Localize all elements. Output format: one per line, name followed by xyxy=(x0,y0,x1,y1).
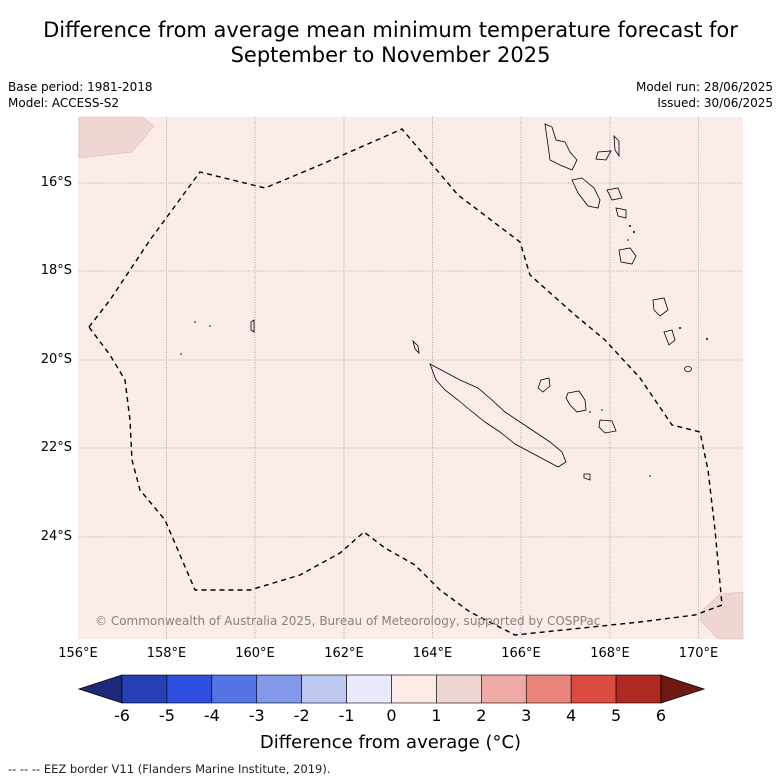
lon-label-166e: 166°E xyxy=(501,646,541,661)
colorbar-tick-label: -1 xyxy=(338,706,355,725)
meta-left: Base period: 1981-2018 Model: ACCESS-S2 xyxy=(8,79,153,111)
graticule xyxy=(78,117,743,639)
colorbar-segment xyxy=(481,674,527,704)
tanna-island xyxy=(663,329,676,346)
lat-label-22s: 22°S xyxy=(40,440,72,455)
colorbar-segment xyxy=(166,674,213,704)
colorbar-segment xyxy=(436,674,482,704)
map-background xyxy=(78,117,743,639)
eez-border xyxy=(88,128,723,636)
colorbar-tick-label: -5 xyxy=(158,706,175,725)
colorbar-extend-low xyxy=(77,674,123,704)
colorbar-segment xyxy=(570,674,617,704)
epi-island xyxy=(615,207,627,219)
colorbar-segment xyxy=(211,674,258,704)
colorbar-tick-label: 5 xyxy=(610,706,622,725)
colorbar-segment xyxy=(525,674,572,704)
colorbar-segment xyxy=(301,674,347,704)
colorbar-tick-label: 4 xyxy=(566,706,577,725)
lon-label-156e: 156°E xyxy=(58,646,98,661)
isle-of-pines xyxy=(583,473,591,481)
colorbar-segment xyxy=(391,674,437,704)
lon-label-158e: 158°E xyxy=(146,646,187,661)
lon-label-160e: 160°E xyxy=(235,646,275,661)
colorbar-extend-high xyxy=(660,674,706,704)
espiritu-santo-island xyxy=(544,123,578,171)
colorbar-title: Difference from average (°C) xyxy=(259,732,522,753)
malekula-island xyxy=(571,177,601,209)
maewo-island xyxy=(613,134,620,158)
lon-label-170e: 170°E xyxy=(678,646,719,661)
colorbar-tick-label: -3 xyxy=(248,706,265,725)
chesterfield-islands xyxy=(250,319,255,333)
lat-label-18s: 18°S xyxy=(40,263,72,278)
colorbar-tick-label: 1 xyxy=(431,706,442,725)
efate-island xyxy=(618,247,637,265)
colorbar-tick-label: 0 xyxy=(386,706,397,725)
aneityum-island xyxy=(684,366,692,372)
ambrym-island xyxy=(606,187,623,201)
colorbar-tick-label: 2 xyxy=(476,706,487,725)
colorbar-segment xyxy=(121,674,168,704)
colorbar-tick-label: -4 xyxy=(203,706,220,725)
warm-anomaly-patch xyxy=(78,116,155,159)
title-line-1: Difference from average mean minimum tem… xyxy=(43,18,738,42)
model-run: Model run: 28/06/2025 xyxy=(635,80,773,94)
lat-label-20s: 20°S xyxy=(40,352,72,367)
issued-date: Issued: 30/06/2025 xyxy=(657,96,773,110)
belep-islands xyxy=(412,339,420,355)
colorbar-tick-label: -2 xyxy=(293,706,310,725)
colorbar-tick-label: 3 xyxy=(521,706,532,725)
eez-legend-note: -- -- -- EEZ border V11 (Flanders Marine… xyxy=(8,762,331,776)
small-islets xyxy=(180,225,708,477)
new-caledonia-island xyxy=(429,363,567,468)
chart-title: Difference from average mean minimum tem… xyxy=(0,18,781,68)
warm-anomaly-patch xyxy=(699,591,744,640)
base-period: Base period: 1981-2018 xyxy=(8,80,153,94)
colorbar-tick-label: -6 xyxy=(114,706,130,725)
lifou-island xyxy=(565,390,587,413)
mare-island xyxy=(598,419,617,434)
meta-right: Model run: 28/06/2025 Issued: 30/06/2025 xyxy=(636,79,773,111)
colorbar xyxy=(77,674,706,704)
erromango-island xyxy=(652,297,669,317)
colorbar-segment xyxy=(346,674,392,704)
lat-label-16s: 16°S xyxy=(40,175,72,190)
title-line-2: September to November 2025 xyxy=(230,43,551,67)
colorbar-segment xyxy=(256,674,302,704)
colorbar-tick-label: 6 xyxy=(655,706,667,725)
ouvea-island xyxy=(537,377,551,393)
copyright-notice: © Commonwealth of Australia 2025, Bureau… xyxy=(95,614,601,628)
lat-label-24s: 24°S xyxy=(40,529,72,544)
model-name: Model: ACCESS-S2 xyxy=(8,96,120,110)
colorbar-segment xyxy=(615,674,662,704)
lon-label-168e: 168°E xyxy=(590,646,630,661)
lon-label-164e: 164°E xyxy=(412,646,453,661)
ambae-island xyxy=(595,150,612,161)
lon-label-162e: 162°E xyxy=(324,646,364,661)
